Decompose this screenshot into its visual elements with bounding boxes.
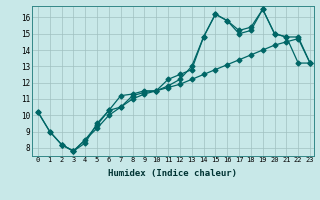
X-axis label: Humidex (Indice chaleur): Humidex (Indice chaleur) [108, 169, 237, 178]
